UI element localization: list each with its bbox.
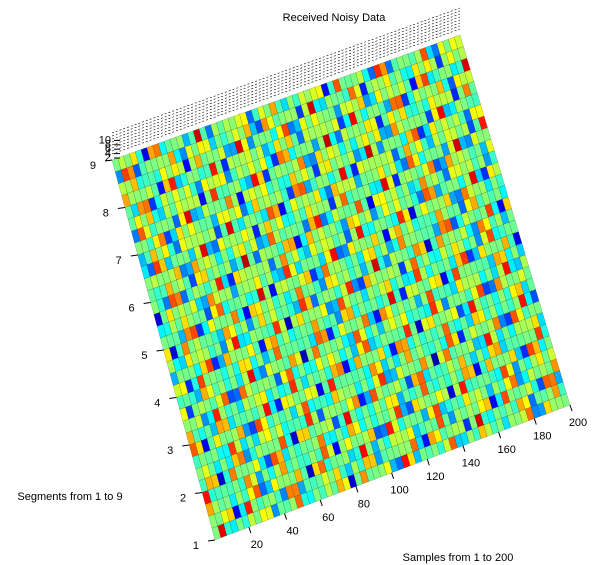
box-line <box>111 22 461 149</box>
box-line <box>111 7 461 134</box>
x-tick <box>284 513 288 520</box>
x-tick <box>391 472 395 479</box>
x-tick-label: 40 <box>286 525 298 537</box>
y-tick <box>207 539 216 542</box>
x-tick-label: 100 <box>390 485 408 497</box>
y-axis-label: Segments from 1 to 9 <box>17 491 122 503</box>
y-tick-label: 8 <box>103 207 109 219</box>
x-tick <box>498 431 502 439</box>
y-tick-label: 9 <box>90 160 96 172</box>
x-tick-label: 80 <box>358 498 370 510</box>
z-tick-label: 8 <box>105 139 111 151</box>
y-tick <box>169 397 177 399</box>
y-tick <box>156 349 164 352</box>
y-tick-label: 3 <box>167 445 173 457</box>
box-line <box>111 13 461 140</box>
x-tick <box>426 459 430 466</box>
x-tick <box>569 404 573 412</box>
x-tick-label: 60 <box>322 512 334 524</box>
chart-title: Received Noisy Data <box>283 12 387 24</box>
z-tick-label: 2 <box>105 152 111 164</box>
surface-patch <box>454 34 464 49</box>
x-tick-label: 120 <box>426 471 444 483</box>
z-tick-label: 10 <box>99 134 111 146</box>
x-tick <box>462 445 466 452</box>
x-tick-label: 200 <box>569 417 587 429</box>
x-tick <box>248 526 252 534</box>
z-tick-label: 6 <box>105 143 111 155</box>
box-line <box>111 25 461 152</box>
z-tick-label: 4 <box>105 148 111 160</box>
y-tick-label: 6 <box>129 302 135 314</box>
box-line <box>111 28 461 155</box>
x-axis-label: Samples from 1 to 200 <box>403 552 514 564</box>
x-tick-label: 140 <box>462 458 480 470</box>
y-tick <box>104 159 113 162</box>
y-tick-label: 2 <box>180 492 186 504</box>
y-tick-label: 7 <box>116 255 122 267</box>
x-tick-label: 160 <box>497 444 515 456</box>
y-tick <box>182 444 190 447</box>
y-tick <box>130 254 138 257</box>
y-tick <box>117 207 125 209</box>
x-tick <box>355 486 359 493</box>
y-tick-label: 5 <box>141 350 147 362</box>
box-line <box>111 19 461 146</box>
x-tick <box>533 418 537 425</box>
x-tick-label: 180 <box>533 430 551 442</box>
box-line <box>111 16 461 143</box>
y-tick-label: 4 <box>154 397 160 409</box>
y-tick <box>143 302 151 304</box>
surface <box>111 7 571 541</box>
y-tick-label: 1 <box>193 540 199 552</box>
x-tick <box>319 499 323 507</box>
box-line <box>111 10 461 137</box>
y-tick <box>195 492 203 494</box>
x-tick-label: 20 <box>251 539 263 551</box>
